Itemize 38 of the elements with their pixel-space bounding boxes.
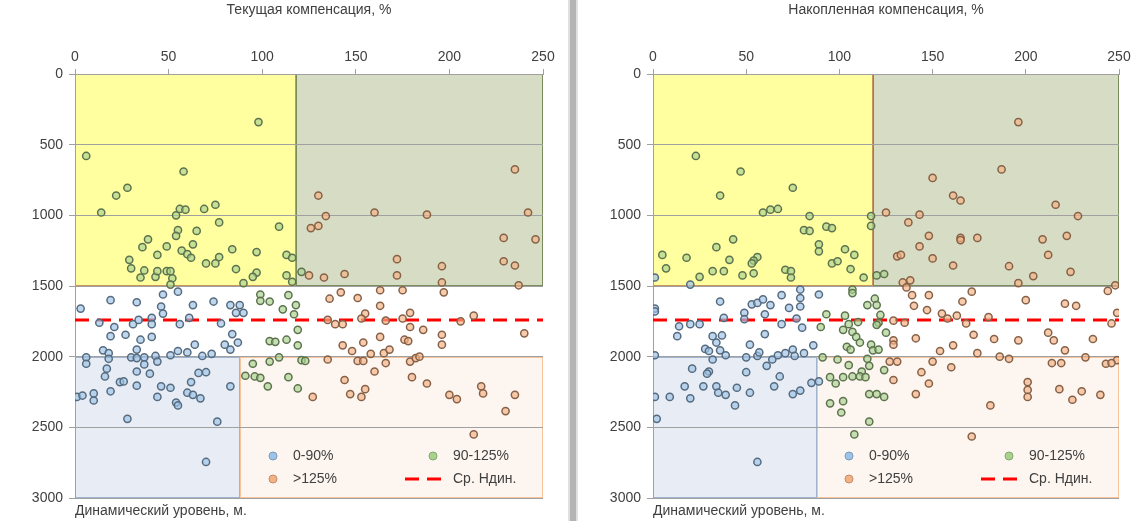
x-axis-title: Накопленная компенсация, % <box>788 1 984 18</box>
y-tick-label: 500 <box>39 135 64 152</box>
y-tick-label: 2500 <box>609 418 642 435</box>
y-tick-label: 1000 <box>609 206 642 223</box>
y-tick-label: 1500 <box>609 276 642 293</box>
text: Динамический уровень, м. <box>653 501 825 518</box>
y-tick-label: 500 <box>617 135 642 152</box>
y-tick-label: 3000 <box>609 488 642 505</box>
x-tick-label: 200 <box>1014 48 1038 65</box>
legend-label: Ср. Ндин. <box>1029 469 1093 486</box>
legend-label: 90-125% <box>453 446 510 463</box>
x-tick-label: 50 <box>160 48 177 65</box>
y-tick-label: 2500 <box>31 418 64 435</box>
legend-label: 90-125% <box>1029 446 1086 463</box>
x-tick-label: 100 <box>250 48 275 65</box>
y-tick-label: 2000 <box>31 347 64 364</box>
y-tick-label: 1000 <box>31 206 64 223</box>
x-tick-label: 250 <box>531 48 555 65</box>
y-tick-label: 0 <box>55 64 64 81</box>
legend-label: 0-90% <box>869 446 910 463</box>
legend-label: >125% <box>293 469 337 486</box>
legend-label: >125% <box>869 469 913 486</box>
y-tick-label: 3000 <box>31 488 64 505</box>
y-tick-label: 0 <box>633 64 642 81</box>
x-tick-label: 50 <box>738 48 755 65</box>
legend-label: Ср. Ндин. <box>453 469 517 486</box>
y-tick-label: 2000 <box>609 347 642 364</box>
x-tick-label: 0 <box>71 48 80 65</box>
y-tick-label: 1500 <box>31 276 64 293</box>
x-tick-label: 200 <box>437 48 462 65</box>
x-tick-label: 150 <box>344 48 368 65</box>
x-axis-title: Текущая компенсация, % <box>226 1 392 18</box>
x-tick-label: 100 <box>827 48 852 65</box>
text: Динамический уровень, м. <box>75 501 247 518</box>
legend-label: 0-90% <box>293 446 334 463</box>
x-tick-label: 150 <box>920 48 945 65</box>
x-tick-label: 0 <box>649 48 658 65</box>
x-tick-label: 250 <box>1107 48 1131 65</box>
